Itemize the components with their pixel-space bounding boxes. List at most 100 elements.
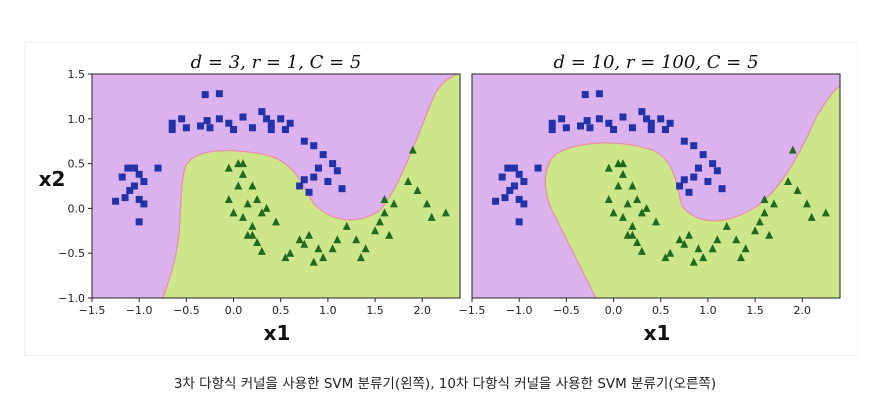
data-point-triangle (722, 221, 731, 230)
x-tick-label-left: 2.0 (414, 304, 432, 317)
data-point-square (329, 160, 337, 168)
data-point-square (515, 195, 523, 203)
data-point-square (215, 90, 223, 98)
data-point-square (690, 173, 698, 181)
data-point-triangle (238, 212, 247, 221)
data-point-triangle (262, 203, 271, 212)
data-point-triangle (238, 169, 247, 178)
x-tick-label-right: 0.5 (652, 304, 670, 317)
data-point-square (300, 137, 308, 145)
data-point-triangle (633, 194, 642, 203)
data-point-triangle (807, 212, 816, 221)
data-point-triangle (314, 244, 323, 253)
data-point-triangle (408, 145, 417, 154)
data-point-square (718, 185, 726, 193)
data-point-square (168, 119, 176, 127)
data-point-triangle (352, 235, 361, 244)
data-point-triangle (642, 203, 651, 212)
data-point-square (118, 173, 126, 181)
x-tick-label-left: −0.5 (173, 304, 200, 317)
data-point-triangle (689, 257, 698, 266)
data-point-triangle (309, 257, 318, 266)
data-point-triangle (614, 181, 623, 190)
data-point-square (713, 167, 721, 175)
data-point-square (203, 117, 211, 125)
data-point-triangle (441, 208, 450, 217)
x-tick-label-right: 1.0 (699, 304, 717, 317)
data-point-triangle (633, 237, 642, 246)
data-point-triangle (623, 199, 632, 208)
data-point-square (501, 194, 509, 202)
chart-title-right: d = 10, r = 100, C = 5 (553, 52, 758, 73)
x-tick-label-left: 0.0 (225, 304, 243, 317)
data-point-square (506, 186, 514, 194)
x-tick-label-right: 1.5 (746, 304, 764, 317)
data-point-square (628, 124, 636, 132)
data-point-triangle (361, 244, 370, 253)
data-point-square (680, 176, 688, 184)
data-point-square (690, 142, 698, 150)
x-tick-label-right: −1.0 (506, 304, 533, 317)
data-point-triangle (769, 199, 778, 208)
data-point-triangle (628, 221, 637, 230)
data-point-square (605, 119, 613, 127)
data-point-triangle (300, 239, 309, 248)
data-point-square (647, 119, 655, 127)
data-point-triangle (234, 181, 243, 190)
data-point-triangle (765, 230, 774, 239)
data-point-triangle (637, 208, 646, 217)
data-point-square (130, 182, 138, 190)
data-point-triangle (699, 253, 708, 262)
data-point-square (263, 115, 271, 123)
data-point-triangle (243, 199, 252, 208)
data-point-square (215, 115, 223, 123)
data-point-square (248, 124, 256, 132)
x-tick-label-right: −0.5 (553, 304, 580, 317)
data-point-triangle (224, 194, 233, 203)
data-point-triangle (295, 235, 304, 244)
data-point-triangle (253, 194, 262, 203)
data-point-triangle (609, 208, 618, 217)
chart-right: d = 10, r = 100, C = 5 x1 −1.5 −1.0 −0.5 0.… (459, 52, 841, 345)
data-point-square (680, 137, 688, 145)
data-point-square (324, 178, 332, 186)
figure-frame (24, 42, 858, 356)
data-point-triangle (319, 253, 328, 262)
data-point-triangle (618, 212, 627, 221)
data-point-square (338, 185, 346, 193)
data-point-square (704, 178, 712, 186)
data-point-triangle (427, 212, 436, 221)
x-tick-label-left: 1.5 (366, 304, 384, 317)
data-point-square (168, 126, 176, 134)
data-point-triangle (802, 199, 811, 208)
data-point-square (305, 188, 313, 196)
data-point-square (661, 126, 669, 134)
x-tick-label-left: −1.5 (79, 304, 106, 317)
data-point-square (699, 151, 707, 159)
data-point-square (515, 170, 523, 178)
data-point-square (610, 126, 618, 134)
data-point-triangle (248, 181, 257, 190)
data-point-triangle (286, 248, 295, 257)
data-point-triangle (380, 194, 389, 203)
y-axis-label-left: x2 (39, 167, 66, 191)
data-point-triangle (380, 208, 389, 217)
data-point-square (281, 126, 289, 134)
figure-caption: 3차 다항식 커널을 사용한 SVM 분류기(왼쪽), 10차 다항식 커널을 … (173, 376, 717, 392)
y-tick-label-left: 1.5 (68, 68, 86, 81)
data-point-square (267, 119, 275, 127)
y-tick-label-left: −0.5 (58, 247, 85, 260)
chart-title-left: d = 3, r = 1, C = 5 (191, 52, 362, 73)
data-point-square (709, 160, 717, 168)
data-point-square (583, 117, 591, 125)
data-point-square (230, 126, 238, 134)
data-point-square (498, 173, 506, 181)
data-point-triangle (793, 185, 802, 194)
data-point-square (510, 164, 518, 172)
data-point-triangle (375, 217, 384, 226)
data-point-square (124, 164, 132, 172)
data-point-triangle (224, 163, 233, 172)
data-point-triangle (385, 230, 394, 239)
data-point-square (694, 164, 702, 172)
data-point-square (135, 170, 143, 178)
